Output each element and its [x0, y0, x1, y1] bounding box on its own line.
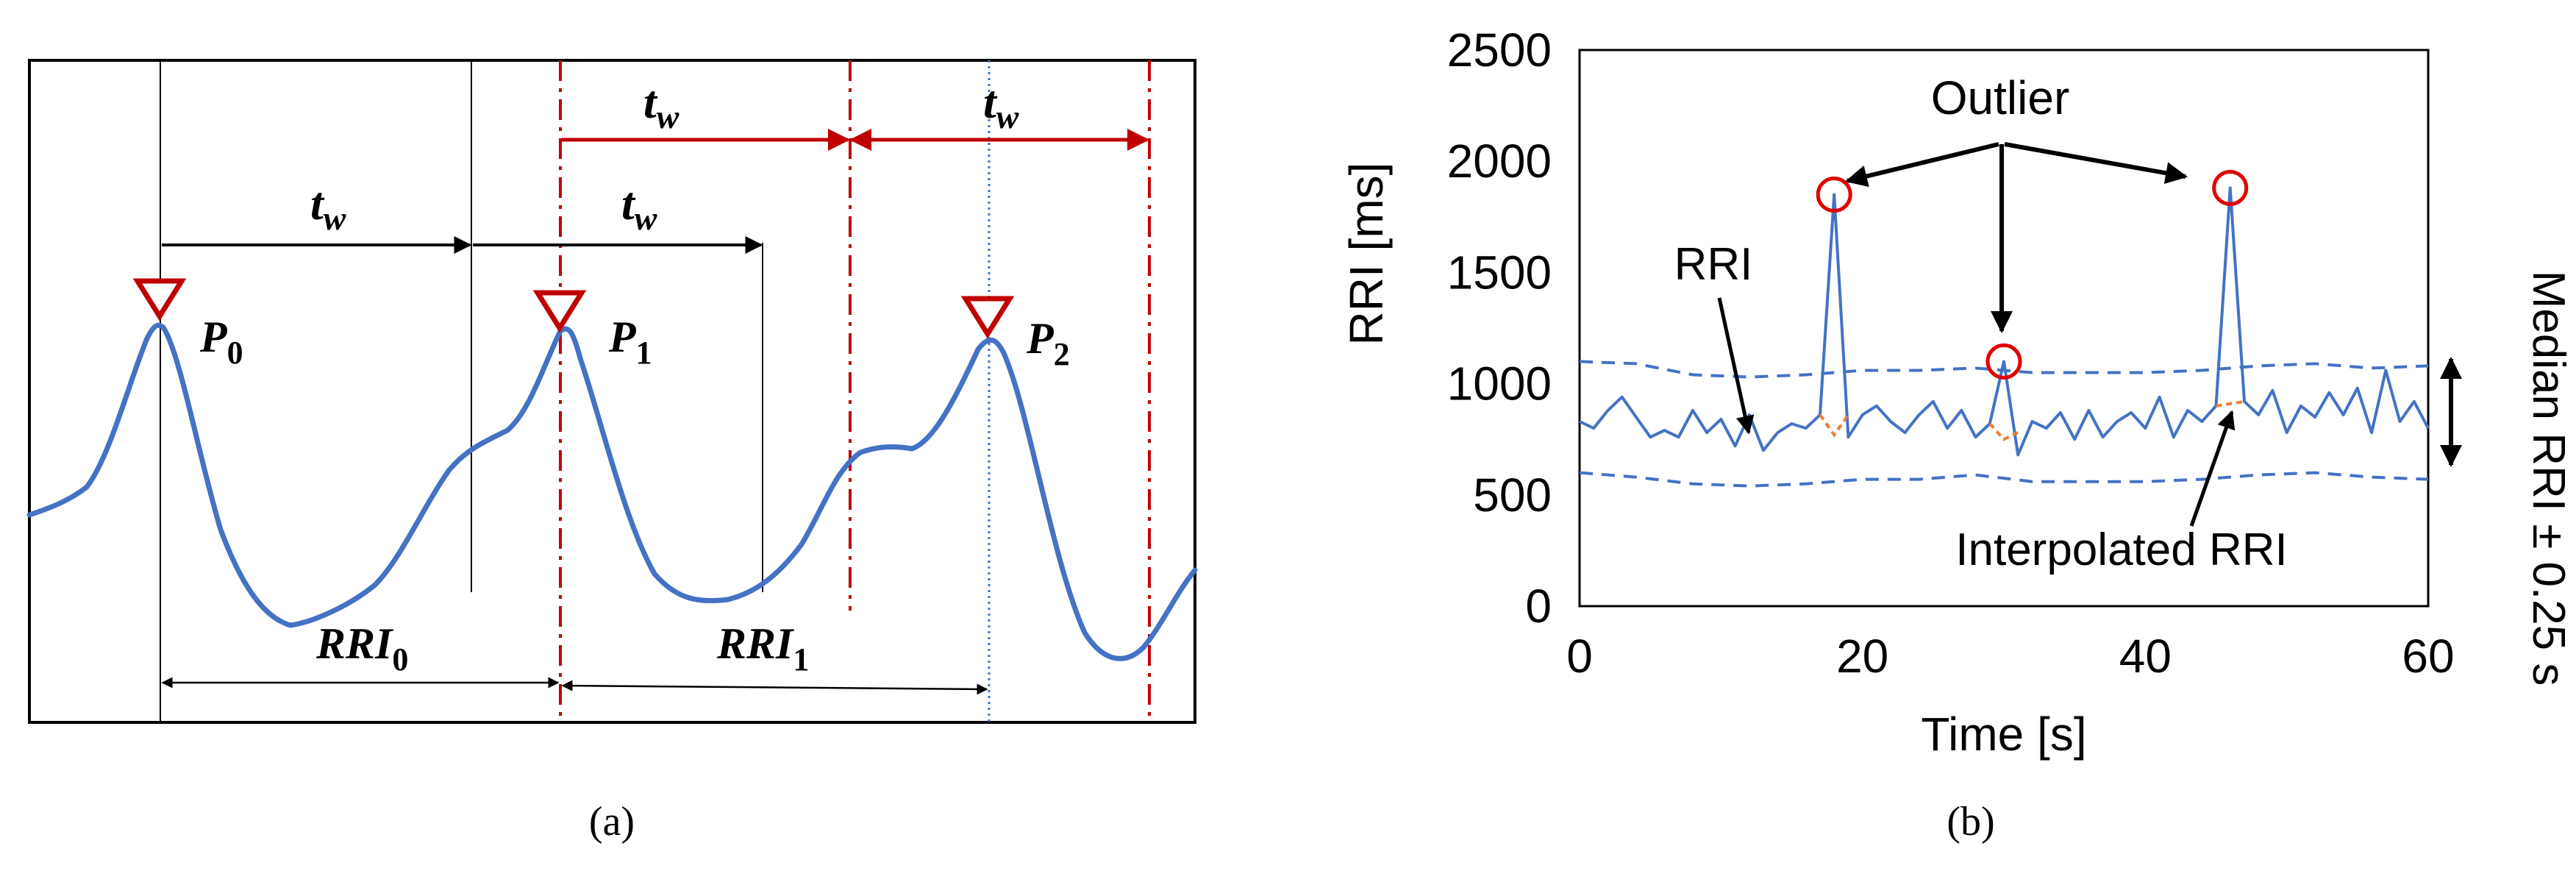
peak-marker-p0	[132, 278, 187, 321]
panel-a: P0 P1 P2 tw tw tw tw RRI0 RRI1 (a)	[26, 59, 1198, 844]
y-tick-label: 500	[1473, 469, 1552, 522]
series-group	[1579, 186, 2430, 488]
rri-label-1: RRI1	[716, 619, 809, 677]
annotation-rri: RRI	[1674, 239, 1753, 290]
interpolated-rri-segment	[1819, 413, 1850, 438]
panel-b: 0 500 1000 1500 2000 2500 0 20 40 60 RRI [ms] Ti…	[1340, 24, 2574, 844]
ppg-signal-curve	[26, 322, 1198, 661]
interpolated-rri-arrow	[2189, 410, 2236, 527]
outlier-group	[1816, 169, 2249, 380]
y-tick-label: 2000	[1447, 135, 1552, 188]
interpolated-rri-segment	[1988, 422, 2019, 441]
y-axis-title: RRI [ms]	[1340, 163, 1393, 346]
peak-marker-p1	[532, 290, 587, 333]
annotation-outlier: Outlier	[1931, 71, 2070, 124]
panel-a-frame	[28, 59, 1196, 724]
outlier-arrow-left	[1845, 142, 1999, 188]
x-tick-labels: 0 20 40 60	[1566, 630, 2454, 683]
window-label-0: tw	[310, 177, 346, 237]
y-tick-label: 2500	[1447, 24, 1552, 77]
x-tick-label: 60	[2402, 630, 2454, 683]
y-tick-labels: 0 500 1000 1500 2000 2500	[1447, 24, 1552, 633]
y-tick-label: 0	[1525, 580, 1552, 633]
x-tick-label: 40	[2119, 630, 2172, 683]
rri-label-0: RRI0	[315, 619, 408, 677]
peak-label-p0: P0	[199, 313, 243, 371]
interpolated-rri-segment	[2216, 399, 2245, 408]
y-tick-label: 1500	[1447, 246, 1552, 299]
outlier-marker	[1816, 177, 1852, 213]
y-tick-label: 1000	[1447, 358, 1552, 410]
rri-line	[1579, 186, 2430, 457]
rri-interval-arrow-1	[561, 680, 988, 695]
lower-band-line	[1579, 471, 2429, 488]
x-tick-label: 20	[1836, 630, 1888, 683]
plot-frame	[1578, 49, 2430, 608]
peak-label-p1: P1	[608, 313, 652, 371]
window-label-1: tw	[621, 177, 657, 237]
x-tick-label: 0	[1566, 630, 1593, 683]
window-label-3: tw	[983, 76, 1019, 135]
outlier-arrow-right	[2004, 142, 2188, 185]
x-axis-title: Time [s]	[1921, 708, 2086, 761]
right-axis-label: Median RRI ± 0.25 s	[2523, 271, 2574, 686]
caption-a: (a)	[589, 799, 635, 844]
annotation-interpolated-rri: Interpolated RRI	[1955, 524, 2287, 575]
outlier-marker	[1985, 343, 2022, 380]
rri-arrow	[1717, 297, 1755, 435]
outlier-marker	[2212, 169, 2249, 206]
caption-b: (b)	[1947, 799, 1994, 844]
window-label-2: tw	[643, 76, 679, 135]
peak-label-p2: P2	[1026, 314, 1070, 372]
peak-marker-p2	[960, 296, 1015, 339]
